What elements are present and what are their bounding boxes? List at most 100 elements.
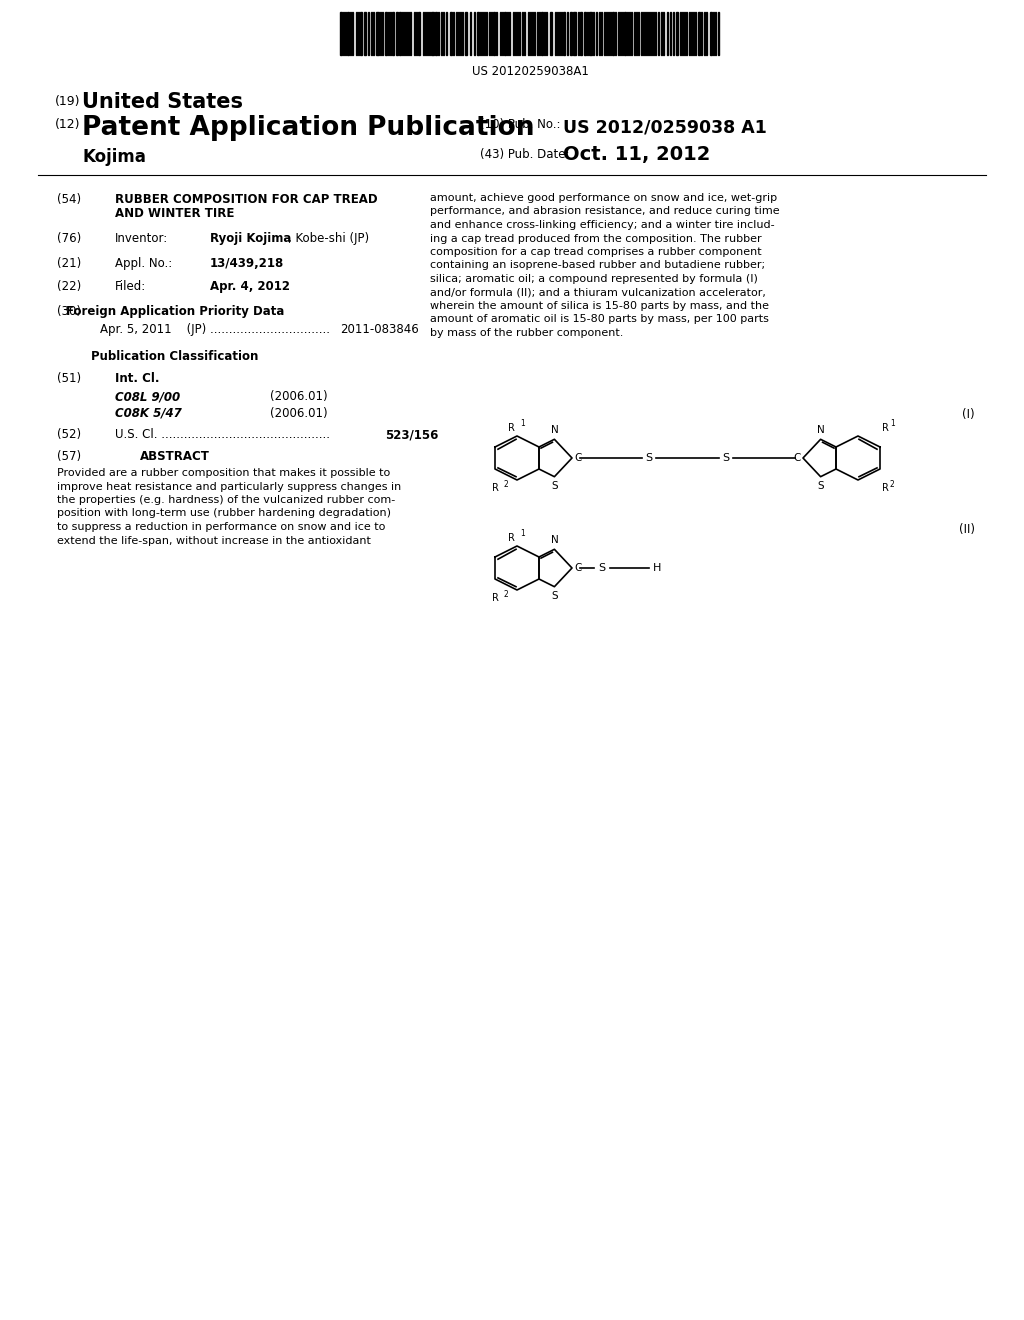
Text: N: N — [817, 425, 824, 436]
Text: R: R — [508, 422, 515, 433]
Text: improve heat resistance and particularly suppress changes in: improve heat resistance and particularly… — [57, 482, 401, 491]
Text: RUBBER COMPOSITION FOR CAP TREAD: RUBBER COMPOSITION FOR CAP TREAD — [115, 193, 378, 206]
Text: containing an isoprene-based rubber and butadiene rubber;: containing an isoprene-based rubber and … — [430, 260, 765, 271]
Text: C08L 9/00: C08L 9/00 — [115, 389, 180, 403]
Bar — [710, 12, 712, 55]
Text: U.S. Cl. .............................................: U.S. Cl. ...............................… — [115, 428, 330, 441]
Text: N: N — [551, 425, 558, 436]
Text: R: R — [882, 422, 889, 433]
Text: 2: 2 — [503, 480, 508, 488]
Text: Oct. 11, 2012: Oct. 11, 2012 — [563, 145, 711, 164]
Text: ing a cap tread produced from the composition. The rubber: ing a cap tread produced from the compos… — [430, 234, 762, 243]
Bar — [477, 12, 479, 55]
Bar — [396, 12, 398, 55]
Bar — [385, 12, 387, 55]
Bar — [435, 12, 437, 55]
Text: composition for a cap tread comprises a rubber component: composition for a cap tread comprises a … — [430, 247, 762, 257]
Bar — [347, 12, 349, 55]
Bar — [570, 12, 572, 55]
Text: S: S — [551, 591, 558, 601]
Text: (52): (52) — [57, 428, 81, 441]
Text: (II): (II) — [959, 523, 975, 536]
Text: (12): (12) — [55, 117, 81, 131]
Text: (22): (22) — [57, 280, 81, 293]
Text: R: R — [492, 483, 499, 492]
Text: (2006.01): (2006.01) — [270, 407, 328, 420]
Bar — [450, 12, 452, 55]
Bar — [392, 12, 394, 55]
Text: to suppress a reduction in performance on snow and ice to: to suppress a reduction in performance o… — [57, 521, 385, 532]
Text: Provided are a rubber composition that makes it possible to: Provided are a rubber composition that m… — [57, 469, 390, 478]
Bar — [376, 12, 379, 55]
Text: silica; aromatic oil; a compound represented by formula (I): silica; aromatic oil; a compound represe… — [430, 275, 758, 284]
Text: N: N — [551, 536, 558, 545]
Text: 523/156: 523/156 — [385, 428, 438, 441]
Text: 1: 1 — [890, 418, 895, 428]
Bar — [465, 12, 467, 55]
Text: Publication Classification: Publication Classification — [91, 350, 259, 363]
Text: 2: 2 — [890, 480, 895, 488]
Text: 2011-083846: 2011-083846 — [340, 323, 419, 337]
Bar — [584, 12, 586, 55]
Bar — [364, 12, 366, 55]
Text: by mass of the rubber component.: by mass of the rubber component. — [430, 327, 624, 338]
Bar — [550, 12, 552, 55]
Bar — [589, 12, 592, 55]
Text: R: R — [508, 533, 515, 543]
Text: (57): (57) — [57, 450, 81, 463]
Text: Inventor:: Inventor: — [115, 232, 168, 246]
Text: C: C — [574, 453, 582, 463]
Text: Apr. 4, 2012: Apr. 4, 2012 — [210, 280, 290, 293]
Text: C: C — [794, 453, 801, 463]
Bar — [399, 12, 401, 55]
Text: Int. Cl.: Int. Cl. — [115, 372, 160, 385]
Text: (43) Pub. Date:: (43) Pub. Date: — [480, 148, 569, 161]
Text: position with long-term use (rubber hardening degradation): position with long-term use (rubber hard… — [57, 508, 391, 519]
Text: US 2012/0259038 A1: US 2012/0259038 A1 — [563, 117, 767, 136]
Bar — [580, 12, 582, 55]
Text: 2: 2 — [503, 590, 508, 599]
Bar — [612, 12, 614, 55]
Text: S: S — [645, 453, 652, 463]
Text: (21): (21) — [57, 257, 81, 271]
Text: amount, achieve good performance on snow and ice, wet-grip: amount, achieve good performance on snow… — [430, 193, 777, 203]
Text: (I): (I) — [963, 408, 975, 421]
Text: S: S — [551, 480, 558, 491]
Text: and enhance cross-linking efficiency; and a winter tire includ-: and enhance cross-linking efficiency; an… — [430, 220, 774, 230]
Bar — [698, 12, 700, 55]
Text: Filed:: Filed: — [115, 280, 146, 293]
Text: 13/439,218: 13/439,218 — [210, 257, 285, 271]
Text: H: H — [653, 564, 662, 573]
Bar — [340, 12, 342, 55]
Bar — [541, 12, 543, 55]
Text: (10) Pub. No.:: (10) Pub. No.: — [480, 117, 560, 131]
Text: amount of aromatic oil is 15-80 parts by mass, per 100 parts: amount of aromatic oil is 15-80 parts by… — [430, 314, 769, 325]
Text: (2006.01): (2006.01) — [270, 389, 328, 403]
Bar — [360, 12, 362, 55]
Text: S: S — [723, 453, 730, 463]
Text: R: R — [492, 593, 499, 603]
Bar — [563, 12, 565, 55]
Text: Kojima: Kojima — [82, 148, 145, 166]
Text: C: C — [574, 564, 582, 573]
Text: (51): (51) — [57, 372, 81, 385]
Text: (76): (76) — [57, 232, 81, 246]
Text: Apr. 5, 2011    (JP) ................................: Apr. 5, 2011 (JP) ......................… — [100, 323, 330, 337]
Text: 1: 1 — [520, 529, 524, 539]
Text: R: R — [882, 483, 889, 492]
Text: S: S — [817, 480, 824, 491]
Text: extend the life-span, without increase in the antioxidant: extend the life-span, without increase i… — [57, 536, 371, 545]
Text: (19): (19) — [55, 95, 81, 108]
Text: US 20120259038A1: US 20120259038A1 — [472, 65, 589, 78]
Bar — [418, 12, 420, 55]
Bar — [676, 12, 678, 55]
Text: , Kobe-shi (JP): , Kobe-shi (JP) — [288, 232, 369, 246]
Text: (30): (30) — [57, 305, 81, 318]
Text: United States: United States — [82, 92, 243, 112]
Text: and/or formula (II); and a thiuram vulcanization accelerator,: and/or formula (II); and a thiuram vulca… — [430, 288, 766, 297]
Text: Patent Application Publication: Patent Application Publication — [82, 115, 535, 141]
Text: Ryoji Kojima: Ryoji Kojima — [210, 232, 292, 246]
Bar — [573, 12, 575, 55]
Bar — [431, 12, 434, 55]
Text: Appl. No.:: Appl. No.: — [115, 257, 172, 271]
